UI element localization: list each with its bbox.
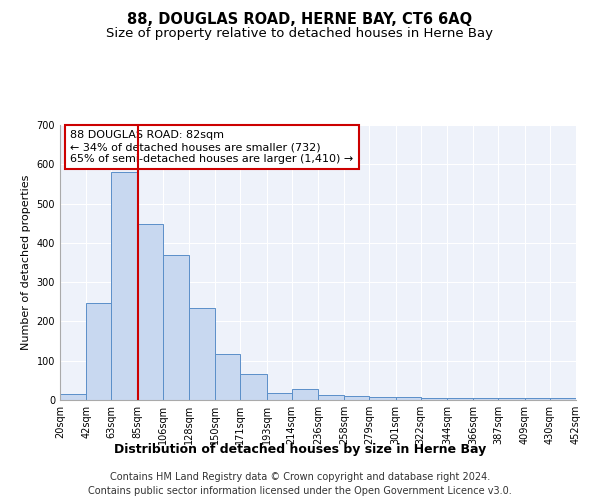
Bar — [318, 396, 344, 400]
Bar — [370, 397, 395, 400]
Bar — [447, 398, 473, 400]
Bar — [421, 398, 447, 400]
Text: 88, DOUGLAS ROAD, HERNE BAY, CT6 6AQ: 88, DOUGLAS ROAD, HERNE BAY, CT6 6AQ — [127, 12, 473, 28]
Bar — [473, 398, 499, 400]
Bar — [163, 254, 189, 400]
Bar — [60, 394, 86, 400]
Text: Distribution of detached houses by size in Herne Bay: Distribution of detached houses by size … — [114, 442, 486, 456]
Text: Contains HM Land Registry data © Crown copyright and database right 2024.: Contains HM Land Registry data © Crown c… — [110, 472, 490, 482]
Bar — [499, 398, 524, 400]
Bar — [524, 398, 550, 400]
Bar — [215, 354, 241, 400]
Bar — [86, 302, 112, 400]
Bar — [112, 172, 137, 400]
Bar — [266, 393, 292, 400]
Text: 88 DOUGLAS ROAD: 82sqm
← 34% of detached houses are smaller (732)
65% of semi-de: 88 DOUGLAS ROAD: 82sqm ← 34% of detached… — [70, 130, 353, 164]
Bar — [137, 224, 163, 400]
Bar — [395, 397, 421, 400]
Bar — [241, 374, 266, 400]
Bar — [344, 396, 370, 400]
Y-axis label: Number of detached properties: Number of detached properties — [21, 175, 31, 350]
Bar — [292, 389, 318, 400]
Text: Contains public sector information licensed under the Open Government Licence v3: Contains public sector information licen… — [88, 486, 512, 496]
Bar — [189, 308, 215, 400]
Bar — [550, 398, 576, 400]
Text: Size of property relative to detached houses in Herne Bay: Size of property relative to detached ho… — [107, 28, 493, 40]
